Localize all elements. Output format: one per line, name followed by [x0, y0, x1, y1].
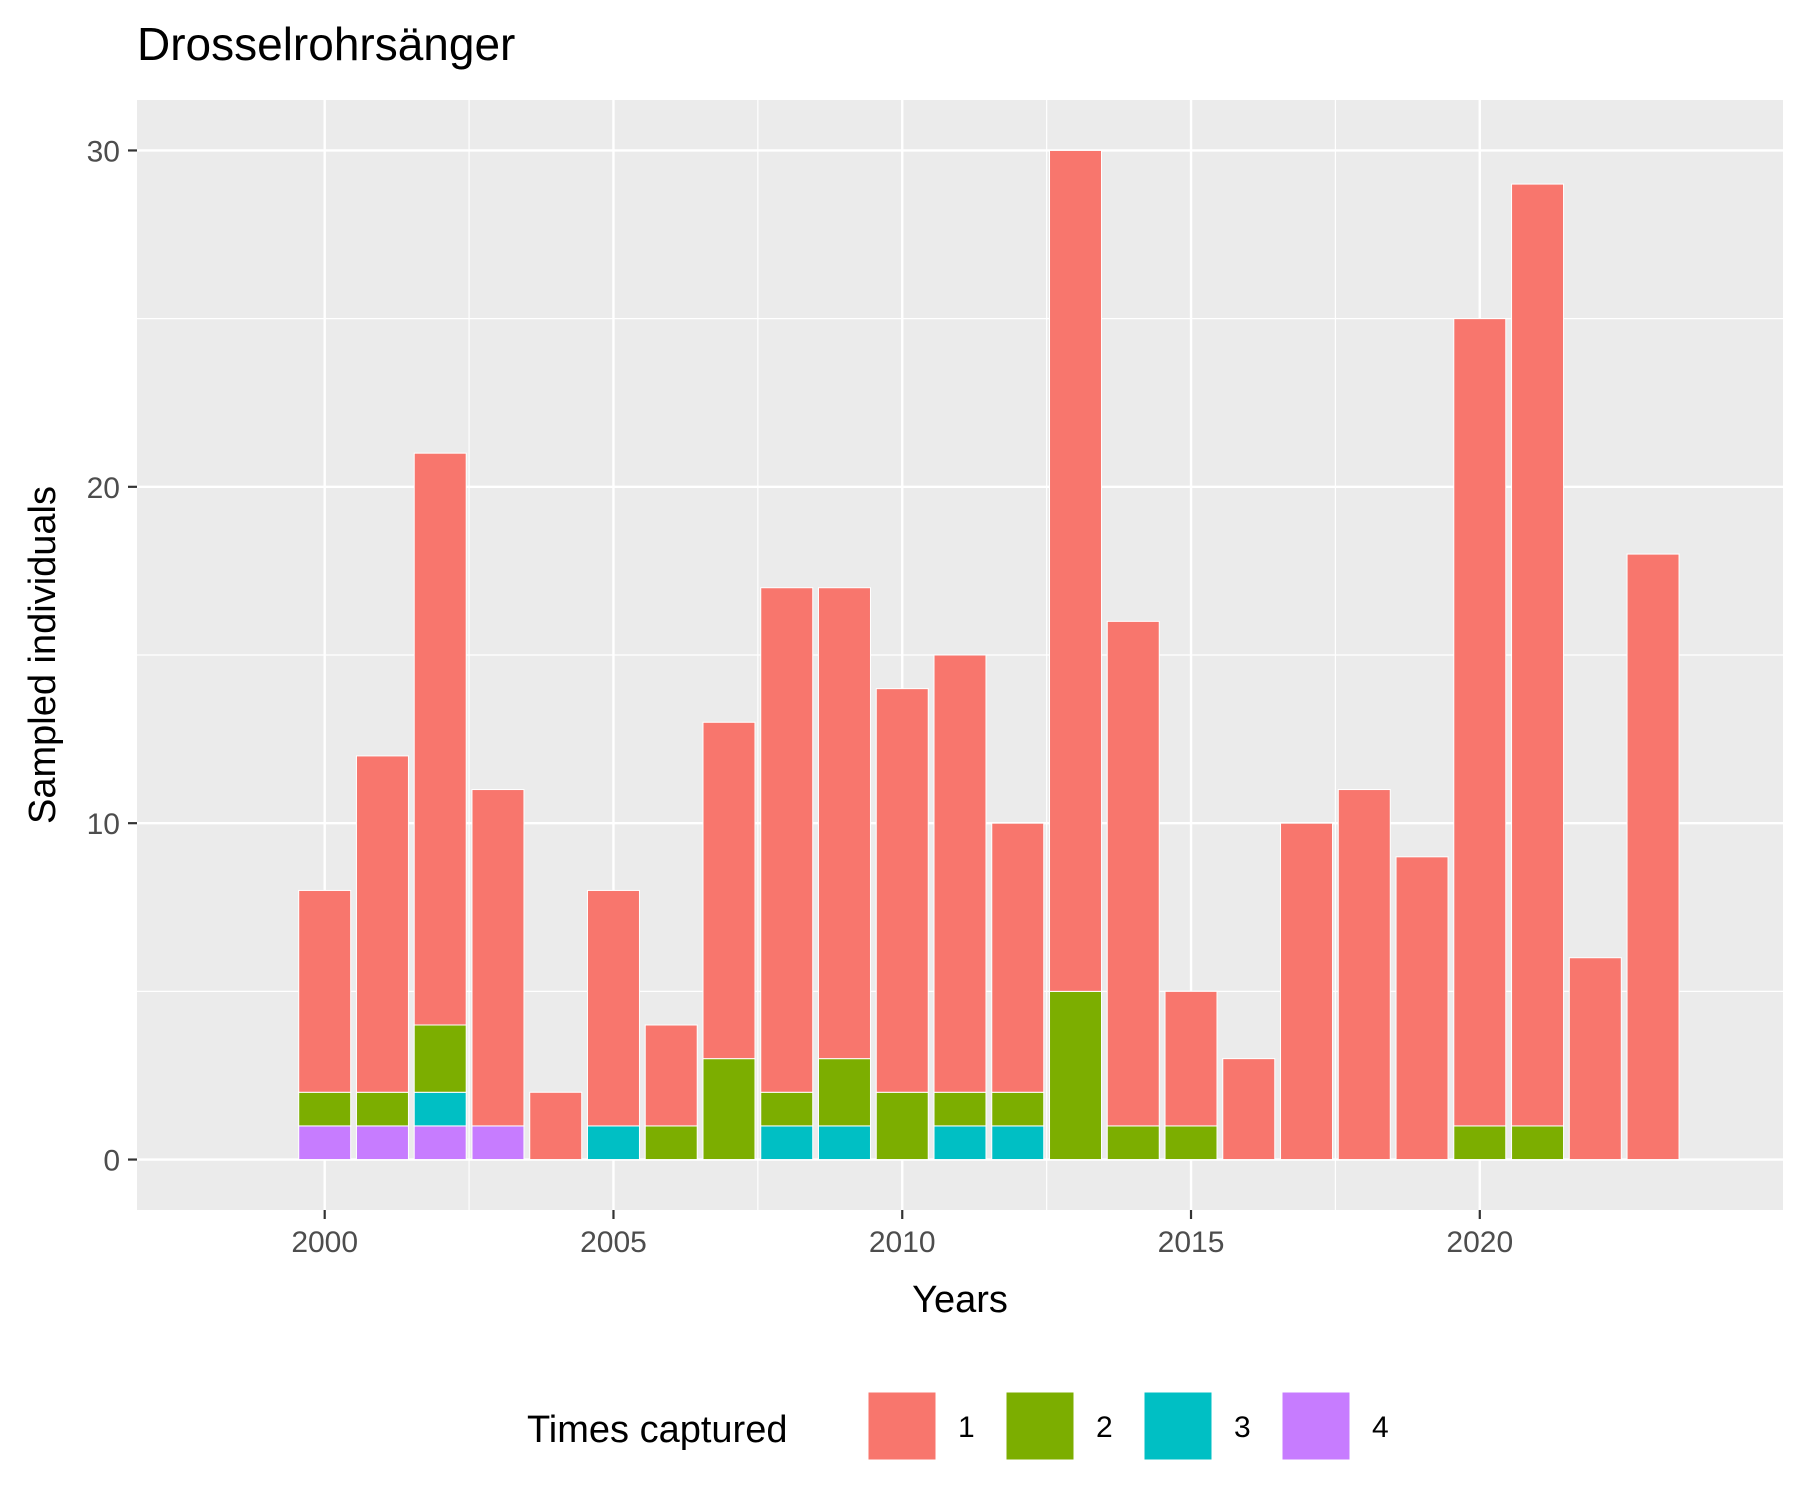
bar-segment-2014-captured-2 [1106, 1125, 1160, 1161]
bar-segment-2009-captured-3 [818, 1125, 871, 1161]
x-tick-label: 2000 [291, 1226, 358, 1259]
bar-segment-2006-captured-1 [644, 1024, 698, 1127]
bar-segment-2000-captured-1 [298, 889, 352, 1093]
bar-segment-2008-captured-1 [760, 587, 814, 1093]
legend-label-4: 4 [1372, 1411, 1389, 1444]
x-tick-label: 2010 [869, 1226, 936, 1259]
bar-segment-2010-captured-1 [875, 688, 929, 1093]
bar-segment-2019-captured-1 [1395, 856, 1449, 1161]
bar-segment-2010-captured-2 [875, 1091, 929, 1161]
bar-segment-2001-captured-2 [355, 1091, 409, 1127]
x-tick-label: 2005 [580, 1226, 647, 1259]
bar-segment-2000-captured-4 [298, 1125, 352, 1161]
bar-segment-2020-captured-2 [1453, 1125, 1507, 1161]
legend-key-4 [1281, 1391, 1351, 1461]
y-tick-label: 20 [87, 472, 120, 505]
bar-segment-2008-captured-3 [760, 1125, 814, 1161]
legend-key-1 [867, 1391, 937, 1461]
bar-segment-2015-captured-1 [1164, 990, 1218, 1127]
bar-segment-2005-captured-1 [586, 889, 640, 1127]
bar-segment-2023-captured-1 [1626, 553, 1680, 1161]
bar-segment-2001-captured-4 [355, 1125, 409, 1161]
bar-segment-2022-captured-1 [1568, 957, 1622, 1161]
y-tick-label: 10 [87, 808, 120, 841]
bar-segment-2002-captured-2 [413, 1024, 467, 1093]
bar-segment-2012-captured-2 [991, 1091, 1045, 1127]
bar-segment-2013-captured-1 [1049, 149, 1102, 992]
x-axis-title: Years [912, 1279, 1008, 1321]
bar-segment-2005-captured-3 [586, 1125, 640, 1161]
bar-segment-2014-captured-1 [1106, 620, 1160, 1127]
bar-segment-2021-captured-2 [1511, 1125, 1565, 1161]
y-axis-title: Sampled individuals [22, 486, 64, 824]
legend-label-2: 2 [1096, 1411, 1113, 1444]
bar-segment-2011-captured-2 [933, 1091, 987, 1127]
bar-segment-2003-captured-4 [471, 1125, 525, 1161]
legend-title: Times captured [527, 1409, 787, 1451]
bar-segment-2021-captured-1 [1511, 183, 1565, 1127]
y-tick-label: 30 [87, 135, 120, 168]
x-axis: 2000 2005 2010 2015 2020 [291, 1210, 1513, 1259]
x-tick-label: 2015 [1158, 1226, 1225, 1259]
bar-segment-2015-captured-2 [1164, 1125, 1218, 1161]
bars [298, 149, 1680, 1161]
bar-segment-2018-captured-1 [1337, 789, 1391, 1161]
chart-title: Drosselrohrsänger [137, 18, 515, 70]
legend-label-1: 1 [958, 1411, 975, 1444]
bar-segment-2002-captured-3 [413, 1091, 467, 1127]
bar-segment-2000-captured-2 [298, 1091, 352, 1127]
x-tick-label: 2020 [1446, 1226, 1513, 1259]
bar-segment-2002-captured-4 [413, 1125, 467, 1161]
bar-segment-2009-captured-1 [818, 587, 871, 1060]
legend-key-2 [1005, 1391, 1075, 1461]
bar-segment-2011-captured-3 [933, 1125, 987, 1161]
y-axis: 0 10 20 30 [87, 135, 137, 1178]
bar-segment-2020-captured-1 [1453, 318, 1507, 1127]
bar-segment-2016-captured-1 [1222, 1058, 1276, 1161]
bar-segment-2009-captured-2 [818, 1058, 871, 1127]
bar-segment-2007-captured-2 [702, 1058, 756, 1161]
bar-segment-2017-captured-1 [1280, 822, 1334, 1161]
bar-segment-2004-captured-1 [529, 1091, 583, 1161]
bar-segment-2012-captured-1 [991, 822, 1045, 1093]
bar-segment-2011-captured-1 [933, 654, 987, 1093]
bar-segment-2002-captured-1 [413, 452, 467, 1026]
legend: Times captured 1 2 3 4 [527, 1391, 1389, 1461]
legend-label-3: 3 [1234, 1411, 1251, 1444]
bar-segment-2006-captured-2 [644, 1125, 698, 1161]
bar-segment-2008-captured-2 [760, 1091, 814, 1127]
legend-key-3 [1143, 1391, 1213, 1461]
bar-segment-2013-captured-2 [1049, 990, 1102, 1161]
y-tick-label: 0 [103, 1145, 120, 1178]
bar-segment-2003-captured-1 [471, 789, 525, 1127]
bar-segment-2007-captured-1 [702, 721, 756, 1060]
bar-segment-2012-captured-3 [991, 1125, 1045, 1161]
bar-segment-2001-captured-1 [355, 755, 409, 1093]
